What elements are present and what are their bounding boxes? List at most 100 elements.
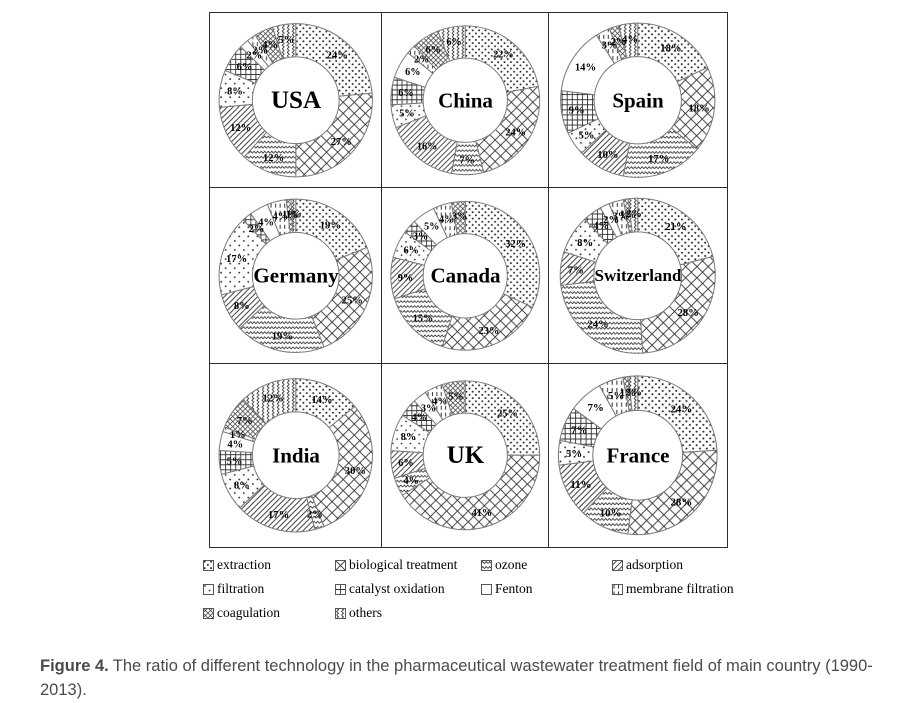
slice-label-adsorption: 6% xyxy=(399,458,414,469)
slice-label-others: 2% xyxy=(626,387,642,399)
slice-label-filtration: 6% xyxy=(404,246,419,257)
slice-label-coagulation: 3% xyxy=(452,212,467,223)
legend-item-fenton: Fenton xyxy=(481,581,612,597)
slice-label-catalyst-oxidation: 5% xyxy=(227,457,243,468)
slice-label-filtration: 8% xyxy=(227,87,243,98)
figure-caption-text: The ratio of different technology in the… xyxy=(40,657,873,700)
legend-label: membrane filtration xyxy=(626,581,734,597)
slice-label-ozone: 7% xyxy=(460,156,475,167)
slice-label-adsorption: 7% xyxy=(568,265,584,277)
country-label-germany: Germany xyxy=(253,264,338,289)
slice-label-adsorption: 16% xyxy=(417,142,438,153)
slice-label-adsorption: 11% xyxy=(571,479,592,491)
slice-label-filtration: 5% xyxy=(400,109,415,120)
slice-label-adsorption: 17% xyxy=(268,510,289,521)
legend-label: catalyst oxidation xyxy=(349,581,445,597)
slice-label-biological-treatment: 41% xyxy=(472,508,493,519)
country-label-usa: USA xyxy=(271,87,321,115)
figure-caption: Figure 4.The ratio of different technolo… xyxy=(40,654,898,703)
slice-label-membrane-filtration: 4% xyxy=(432,397,447,408)
country-label-china: China xyxy=(438,88,493,113)
legend-item-catalyst-oxidation: catalyst oxidation xyxy=(335,581,481,597)
slice-label-ozone: 4% xyxy=(404,476,419,487)
slice-label-extraction: 21% xyxy=(665,221,686,233)
pie-panel-france: 24%28%10%11%5%7%7%5%1%2% France xyxy=(548,363,728,548)
legend-label: Fenton xyxy=(495,581,533,597)
country-label-spain: Spain xyxy=(612,88,663,113)
slice-label-biological-treatment: 23% xyxy=(479,326,500,337)
legend-item-membrane-filtration: membrane filtration xyxy=(612,581,772,597)
slice-label-others: 4% xyxy=(622,35,638,46)
legend-label: biological treatment xyxy=(349,557,457,573)
slice-label-ozone: 2% xyxy=(307,510,323,521)
slice-label-Fenton: 5% xyxy=(424,222,439,233)
slice-label-extraction: 18% xyxy=(661,44,682,55)
slice-label-others: 6% xyxy=(447,37,462,48)
slice-label-catalyst-oxidation: 6% xyxy=(237,62,253,73)
biological-treatment-pattern-icon xyxy=(335,560,346,571)
pie-panel-spain: 18%18%17%10%5%9%14%3%2%4% Spain xyxy=(548,12,728,189)
legend-label: ozone xyxy=(495,557,527,573)
legend-label: coagulation xyxy=(217,605,280,621)
slice-label-Fenton: 14% xyxy=(575,63,596,74)
pie-panel-germany: 19%25%19%8%17%2%4%4%1%1% Germany xyxy=(209,187,383,365)
country-label-canada: Canada xyxy=(430,264,500,289)
others-pattern-icon xyxy=(335,608,346,619)
slice-label-catalyst-oxidation: 7% xyxy=(571,425,587,437)
slice-label-adsorption: 9% xyxy=(398,273,413,284)
legend-item-adsorption: adsorption xyxy=(612,557,772,573)
ozone-pattern-icon xyxy=(481,560,492,571)
pie-panel-china: 22%24%7%16%5%6%6%2%6%6% China xyxy=(381,12,550,189)
slice-label-filtration: 8% xyxy=(577,237,593,249)
legend-item-ozone: ozone xyxy=(481,557,612,573)
pie-panel-india: 14%30%2%17%8%5%4%1%7%12% India xyxy=(209,363,383,548)
slice-label-extraction: 22% xyxy=(493,50,514,61)
legend-label: extraction xyxy=(217,557,271,573)
slice-label-extraction: 24% xyxy=(327,51,348,62)
slice-label-filtration: 17% xyxy=(226,254,247,265)
slice-label-extraction: 32% xyxy=(506,239,527,250)
legend-item-biological-treatment: biological treatment xyxy=(335,557,481,573)
slice-label-ozone: 24% xyxy=(588,319,609,331)
slice-label-membrane-filtration: 2% xyxy=(414,55,429,66)
slice-label-catalyst-oxidation: 3% xyxy=(413,232,428,243)
slice-label-biological-treatment: 25% xyxy=(342,296,363,307)
slice-label-filtration: 5% xyxy=(579,131,595,142)
slice-label-biological-treatment: 27% xyxy=(331,137,352,148)
slice-label-others: 5% xyxy=(279,35,295,46)
slice-label-filtration: 5% xyxy=(566,448,582,460)
extraction-pattern-icon xyxy=(203,560,214,571)
slice-label-biological-treatment: 28% xyxy=(678,307,699,319)
slice-label-others: 1% xyxy=(286,210,302,221)
slice-label-extraction: 25% xyxy=(497,409,518,420)
slice-label-others: 12% xyxy=(263,394,284,405)
slice-label-coagulation: 6% xyxy=(426,45,441,56)
slice-label-ozone: 10% xyxy=(600,508,622,520)
adsorption-pattern-icon xyxy=(612,560,623,571)
country-label-switzerland: Switzerland xyxy=(595,266,682,286)
slice-label-adsorption: 10% xyxy=(598,150,619,161)
membrane-filtration-pattern-icon xyxy=(612,584,623,595)
slice-label-extraction: 24% xyxy=(671,404,693,416)
catalyst-oxidation-pattern-icon xyxy=(335,584,346,595)
fenton-pattern-icon xyxy=(481,584,492,595)
country-label-france: France xyxy=(607,443,670,468)
slice-label-Fenton: 7% xyxy=(588,402,604,414)
slice-label-adsorption: 12% xyxy=(230,123,251,134)
slice-label-extraction: 14% xyxy=(312,395,333,406)
slice-label-ozone: 17% xyxy=(648,154,669,165)
figure-4-panels: 24%27%12%12%8%6%2%2%4%5% USA 22%24%7%16%… xyxy=(210,13,727,547)
pie-panel-uk: 25%41%4%6%8%4%3%4%5% UK xyxy=(381,363,550,548)
pie-slice-biological-treatment xyxy=(442,294,532,351)
slice-label-biological-treatment: 30% xyxy=(345,466,366,477)
country-label-uk: UK xyxy=(447,442,485,470)
slice-label-Fenton: 6% xyxy=(405,67,420,78)
legend-item-filtration: filtration xyxy=(203,581,335,597)
slice-label-filtration: 8% xyxy=(234,481,250,492)
pie-panel-switzerland: 21%28%24%7%8%4%2%3%1%2% Switzerland xyxy=(548,187,728,365)
pie-panel-usa: 24%27%12%12%8%6%2%2%4%5% USA xyxy=(209,12,383,189)
figure-caption-prefix: Figure 4. xyxy=(40,657,109,675)
country-label-india: India xyxy=(272,443,320,468)
legend-label: others xyxy=(349,605,382,621)
pie-slice-extraction xyxy=(466,202,540,308)
